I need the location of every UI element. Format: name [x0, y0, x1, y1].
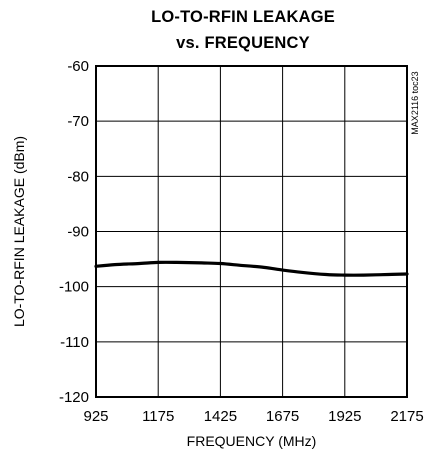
- x-axis-label: FREQUENCY (MHz): [187, 433, 317, 449]
- x-tick-label: 2175: [390, 408, 423, 425]
- y-tick-label: -60: [67, 58, 89, 75]
- chart-title-line2: vs. FREQUENCY: [176, 34, 310, 52]
- chart-title-line1: LO-TO-RFIN LEAKAGE: [151, 8, 335, 26]
- x-tick-label: 1425: [204, 408, 237, 425]
- y-tick-label: -120: [59, 389, 89, 406]
- x-tick-label: 1925: [328, 408, 361, 425]
- y-tick-labels: -60 -70 -80 -90 -100 -110 -120: [59, 58, 89, 406]
- y-tick-label: -110: [60, 334, 89, 351]
- x-tick-label: 1175: [142, 408, 174, 425]
- x-tick-labels: 925 1175 1425 1675 1925 2175: [83, 408, 423, 425]
- y-tick-label: -100: [59, 279, 89, 296]
- plot-frame: [95, 65, 408, 398]
- x-tick-label: 925: [83, 408, 108, 425]
- series-line-0: [94, 260, 409, 277]
- y-tick-label: -90: [67, 224, 89, 241]
- y-tick-label: -70: [67, 113, 89, 130]
- x-tick-label: 1675: [266, 408, 299, 425]
- y-axis-label: LO-TO-RFIN LEAKAGE (dBm): [11, 136, 27, 327]
- figure-code-label: MAX2116 toc23: [410, 71, 420, 134]
- y-tick-label: -80: [67, 168, 89, 185]
- series-group: [94, 260, 409, 277]
- grid: [95, 65, 408, 398]
